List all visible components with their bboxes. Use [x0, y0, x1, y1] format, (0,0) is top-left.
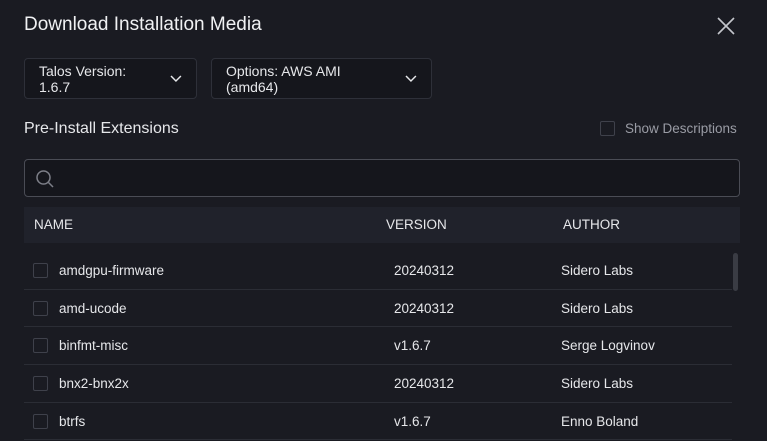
extension-name: amdgpu-firmware — [59, 263, 165, 278]
extension-author: Sidero Labs — [561, 376, 634, 392]
extension-version: 20240312 — [394, 263, 455, 278]
extension-version: v1.6.7 — [394, 413, 431, 429]
extension-name: amd-ucode — [59, 300, 127, 316]
column-header-name[interactable]: NAME — [34, 217, 74, 232]
extension-author: Sidero Labs — [561, 263, 634, 278]
row-checkbox[interactable] — [33, 300, 48, 316]
table-row[interactable]: binfmt-misc v1.6.7 Serge Logvinov — [24, 327, 732, 366]
row-checkbox[interactable] — [33, 376, 48, 392]
chevron-down-icon — [170, 75, 182, 82]
search-input[interactable] — [61, 160, 731, 196]
section-heading: Pre-Install Extensions — [24, 120, 179, 137]
extensions-list: amdgpu-firmware 20240312 Sidero Labs amd-u… — [24, 252, 732, 441]
scrollbar-thumb[interactable] — [733, 253, 738, 291]
extension-version: v1.6.7 — [394, 338, 431, 354]
show-descriptions-checkbox[interactable]: Show Descriptions — [600, 121, 737, 136]
options-dropdown[interactable]: Options: AWS AMI (amd64) — [211, 58, 432, 99]
options-label: Options: AWS AMI (amd64) — [226, 62, 341, 95]
talos-version-label: Talos Version: 1.6.7 — [39, 62, 127, 95]
column-header-version[interactable]: VERSION — [386, 217, 447, 232]
table-header: NAME VERSION AUTHOR — [24, 207, 740, 243]
table-row[interactable]: bnx2-bnx2x 20240312 Sidero Labs — [24, 365, 732, 403]
table-row[interactable]: btrfs v1.6.7 Enno Boland — [24, 403, 732, 441]
table-row[interactable]: amd-ucode 20240312 Sidero Labs — [24, 290, 732, 328]
checkbox[interactable] — [600, 121, 615, 136]
extension-name: bnx2-bnx2x — [59, 376, 129, 392]
row-checkbox[interactable] — [33, 338, 48, 354]
search-icon — [36, 170, 54, 188]
extension-author: Sidero Labs — [561, 300, 634, 316]
table-row[interactable]: amdgpu-firmware 20240312 Sidero Labs — [24, 252, 732, 290]
extension-author: Serge Logvinov — [561, 338, 655, 354]
extension-version: 20240312 — [394, 300, 455, 316]
extension-name: binfmt-misc — [59, 338, 129, 354]
row-checkbox[interactable] — [33, 263, 48, 278]
show-descriptions-label: Show Descriptions — [625, 121, 737, 136]
column-header-author[interactable]: AUTHOR — [563, 217, 620, 232]
close-icon[interactable] — [715, 15, 737, 37]
talos-version-dropdown[interactable]: Talos Version: 1.6.7 — [24, 58, 197, 99]
dialog-title: Download Installation Media — [24, 14, 262, 35]
row-checkbox[interactable] — [33, 413, 48, 429]
extension-version: 20240312 — [394, 376, 455, 392]
extension-author: Enno Boland — [561, 413, 639, 429]
extension-name: btrfs — [59, 413, 86, 429]
search-field[interactable] — [24, 159, 740, 197]
chevron-down-icon — [405, 75, 417, 82]
